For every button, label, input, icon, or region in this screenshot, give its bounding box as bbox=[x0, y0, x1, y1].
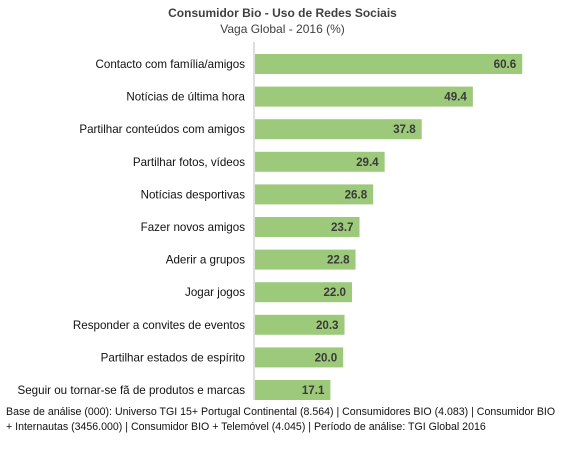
bar-10 bbox=[255, 347, 344, 368]
footnote: Base de análise (000): Universo TGI 15+ … bbox=[6, 406, 556, 433]
bar-3 bbox=[255, 119, 422, 140]
bar-6 bbox=[255, 217, 360, 237]
category-label: Jogar jogos bbox=[185, 286, 245, 299]
category-label: Notícias desportivas bbox=[141, 188, 246, 201]
category-label: Contacto com família/amigos bbox=[96, 58, 246, 71]
bar-1 bbox=[255, 54, 523, 74]
category-label: Fazer novos amigos bbox=[141, 221, 246, 234]
value-label: 22.8 bbox=[327, 254, 350, 267]
category-label: Partilhar fotos, vídeos bbox=[133, 156, 245, 169]
category-label: Aderir a grupos bbox=[166, 254, 245, 267]
category-label: Partilhar estados de espírito bbox=[101, 351, 245, 364]
bar-8 bbox=[255, 282, 353, 303]
category-label: Seguir ou tornar-se fã de produtos e mar… bbox=[18, 384, 246, 397]
value-label: 22.0 bbox=[323, 286, 346, 299]
value-label: 60.6 bbox=[494, 58, 517, 71]
category-label: Partilhar conteúdos com amigos bbox=[79, 123, 245, 136]
value-label: 49.4 bbox=[444, 91, 467, 104]
value-label: 17.1 bbox=[302, 384, 325, 397]
category-label: Responder a convites de eventos bbox=[73, 319, 245, 332]
value-label: 20.0 bbox=[315, 351, 338, 364]
value-label: 23.7 bbox=[331, 221, 354, 234]
category-label: Notícias de última hora bbox=[126, 91, 245, 104]
chart-title: Consumidor Bio - Uso de Redes Sociais bbox=[168, 6, 397, 20]
value-label: 20.3 bbox=[316, 319, 339, 332]
bar-11 bbox=[255, 380, 331, 400]
bar-2 bbox=[255, 86, 473, 107]
bar-chart: Contacto com família/amigos 60.6 Notícias … bbox=[18, 42, 523, 400]
value-label: 26.8 bbox=[345, 188, 368, 201]
chart-subtitle: Vaga Global - 2016 (%) bbox=[220, 22, 345, 36]
value-label: 37.8 bbox=[393, 123, 416, 136]
bar-7 bbox=[255, 249, 356, 270]
bar-4 bbox=[255, 151, 385, 172]
bar-5 bbox=[255, 184, 374, 205]
value-label: 29.4 bbox=[356, 156, 379, 169]
bar-9 bbox=[255, 314, 345, 335]
